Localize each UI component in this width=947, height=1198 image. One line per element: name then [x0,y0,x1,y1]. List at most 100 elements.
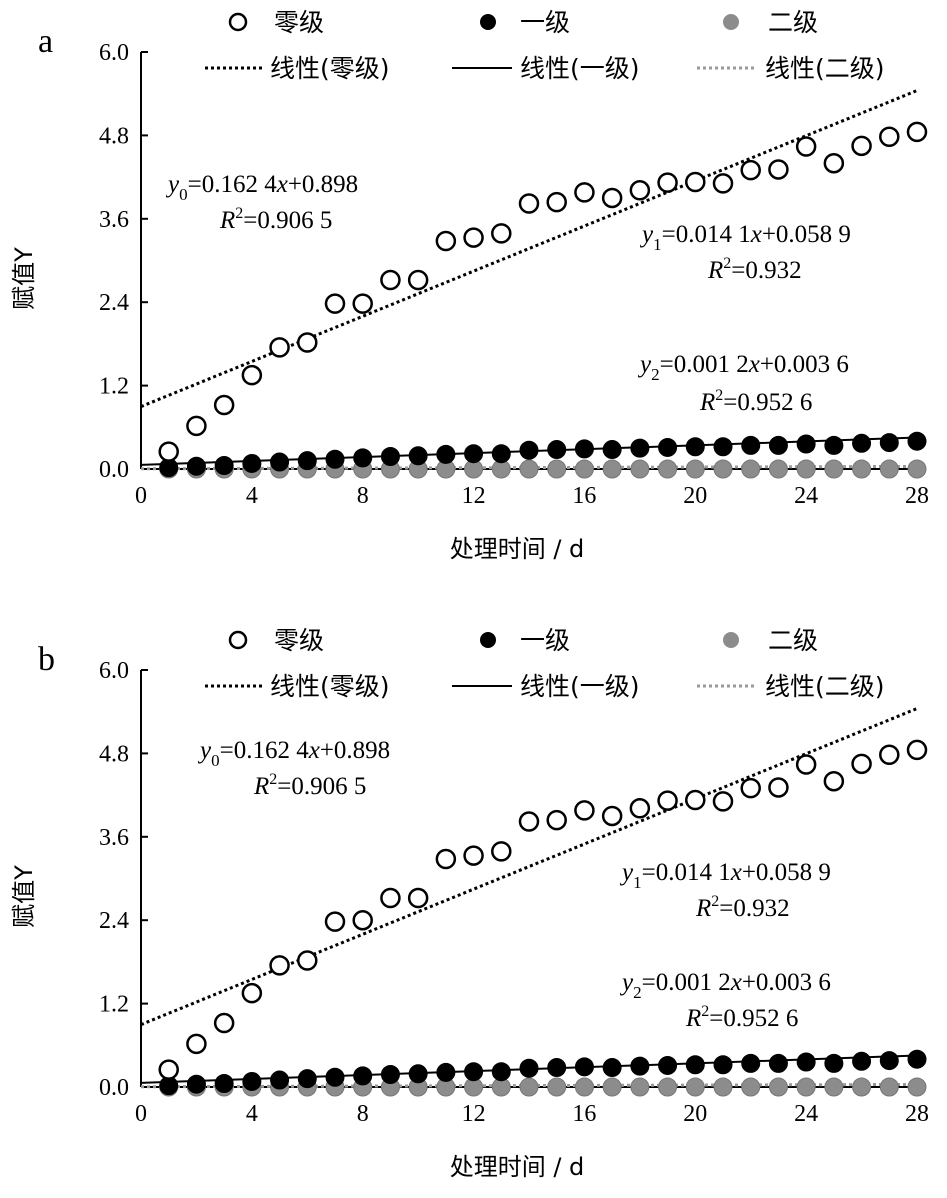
equation-part-rhs: =0.014 1 [662,221,751,248]
equation-part-rhs: =0.001 2 [642,969,731,996]
y-tick-label: 1.2 [99,374,129,400]
series-1-point [353,448,373,468]
r-squared-2: R2=0.952 6 [685,1003,798,1032]
series-0-point [906,739,928,761]
x-axis-title: 处理时间 / d [450,1153,585,1181]
series-2-point [852,1077,872,1097]
y-tick-label: 4.8 [99,741,129,767]
y-tick-label: 4.8 [99,123,129,149]
x-tick-label: 20 [683,1101,707,1127]
series-1-point [741,435,761,455]
series-0-point [352,909,373,931]
series-1-point [297,451,317,471]
series-0-point [463,845,484,866]
series-2-point [574,1077,594,1097]
series-0-point [158,1059,179,1080]
r-squared-exponent: 2 [235,205,243,222]
series-2-point [602,459,622,479]
series-0-point [518,811,540,832]
series-1-point [685,1055,705,1075]
equation-part-tail: +0.898 [320,737,390,764]
equation-part-x: x [750,221,762,248]
series-2-point [796,1077,816,1097]
series-1-point [436,444,456,464]
series-0-point [601,187,623,209]
equation-part-sub: 0 [179,185,188,204]
series-0-point [158,441,179,462]
series-2-point [713,1077,733,1097]
series-0-point [241,364,263,386]
series-1-point [602,440,622,460]
x-tick-label: 4 [246,1101,258,1127]
legend-trend-label-1: 线性(一级) [520,54,640,83]
series-2-point [907,1077,927,1097]
series-2-point [713,459,733,479]
equation-part-tail: +0.003 6 [760,351,849,378]
equation-part-x: x [730,859,742,886]
legend-trend-label-0: 线性(零级) [270,672,390,701]
series-0-point [851,135,872,157]
x-tick-label: 28 [905,483,929,509]
series-2-point [658,459,678,479]
series-2-point [741,1077,761,1097]
series-1-point [242,1071,262,1091]
y-tick-label: 3.6 [99,825,129,851]
series-2-point [824,1077,844,1097]
series-1-point [768,1053,788,1073]
series-0-point [186,1033,207,1055]
x-axis-title: 处理时间 / d [450,535,585,563]
series-1-point [852,1051,872,1071]
series-1-point [685,437,705,457]
equation-part-x: x [730,969,742,996]
series-2-point [796,459,816,479]
equation-part-sub: 0 [211,751,220,770]
y-tick-label: 0.0 [99,1075,129,1101]
legend-trend-label-1: 线性(一级) [520,672,640,701]
x-tick-label: 12 [462,1101,486,1127]
series-0-point [491,841,512,862]
series-1-point [630,1056,650,1076]
equation-part-rhs: =0.162 4 [188,171,278,198]
legend-marker-0 [228,630,248,650]
series-1-point [852,433,872,453]
panel-label: b [38,641,55,678]
series-0-point [657,790,678,811]
y-axis-title: 赋值Y [10,865,38,928]
series-2-point [768,459,788,479]
x-tick-label: 0 [135,483,147,509]
series-0-point [518,193,540,214]
series-1-point [408,446,428,466]
series-1-point [186,456,206,476]
series-1-point [380,446,400,466]
series-1-point [325,449,345,469]
legend-marker-2 [723,632,739,648]
series-2-point [547,459,567,479]
equation-part-x: x [308,737,320,764]
series-0-point [879,744,900,766]
series-0-point [740,159,761,181]
series-0-point [213,394,235,416]
trendline-0 [140,707,918,1026]
series-1-point [741,1053,761,1073]
equation-0: y0=0.162 4x+0.898 [197,737,390,770]
y-tick-label: 2.4 [99,290,129,316]
r-squared-symbol: R [695,895,711,922]
series-2-point [630,459,650,479]
y-tick-label: 0.0 [99,457,129,483]
x-tick-label: 12 [462,483,486,509]
series-1-point [270,452,290,472]
x-tick-label: 8 [357,1101,369,1127]
equation-part-tail: +0.898 [288,171,358,198]
equation-part-x: x [276,171,288,198]
series-1-point [796,1052,816,1072]
series-0-point [795,754,817,775]
x-tick-label: 28 [905,1101,929,1127]
r-squared-1: R2=0.932 [695,893,790,922]
series-1-point [297,1069,317,1089]
series-2-point [685,459,705,479]
equation-1: y1=0.014 1x+0.058 9 [619,859,831,892]
legend-label-0: 零级 [274,8,324,37]
